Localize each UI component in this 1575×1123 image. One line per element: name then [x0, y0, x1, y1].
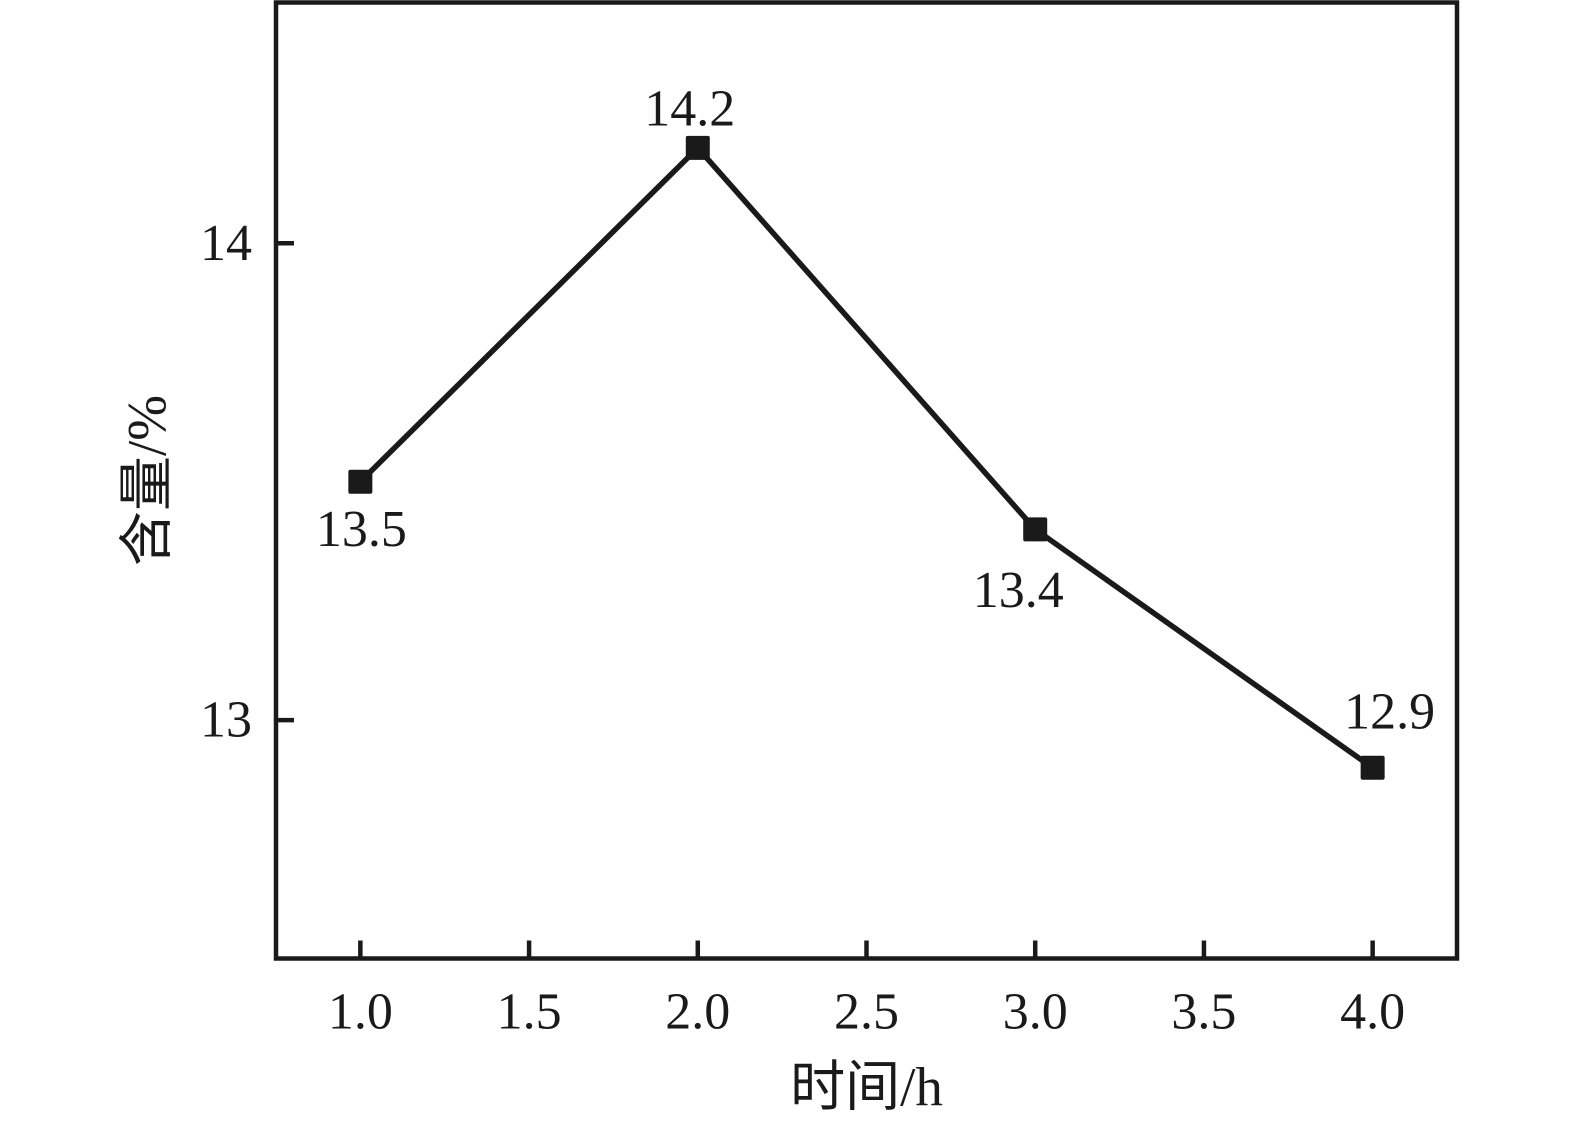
x-tick-label: 2.0 [665, 984, 730, 1041]
x-tick-label: 1.5 [497, 984, 562, 1041]
x-tick-label: 2.5 [834, 984, 899, 1041]
x-axis-title: 时间/h [790, 1057, 943, 1118]
data-point-label: 14.2 [644, 80, 735, 137]
x-tick-label: 4.0 [1340, 984, 1405, 1041]
data-point-label: 13.4 [973, 562, 1064, 619]
y-axis-title: 含量/% [117, 395, 178, 566]
data-line [358, 143, 1375, 771]
y-tick-label: 13 [200, 692, 252, 749]
data-point-marker [348, 469, 373, 494]
x-tick-label: 1.0 [328, 984, 393, 1041]
data-point-marker [685, 135, 710, 160]
x-tick-label: 3.5 [1171, 984, 1236, 1041]
x-tick-label: 3.0 [1003, 984, 1068, 1041]
data-point-marker [1360, 755, 1385, 780]
data-point-label: 12.9 [1344, 683, 1435, 740]
data-point-label: 13.5 [316, 501, 407, 558]
y-tick-label: 14 [200, 215, 252, 272]
plot-border [273, 0, 1460, 961]
data-point-marker [1023, 517, 1048, 542]
